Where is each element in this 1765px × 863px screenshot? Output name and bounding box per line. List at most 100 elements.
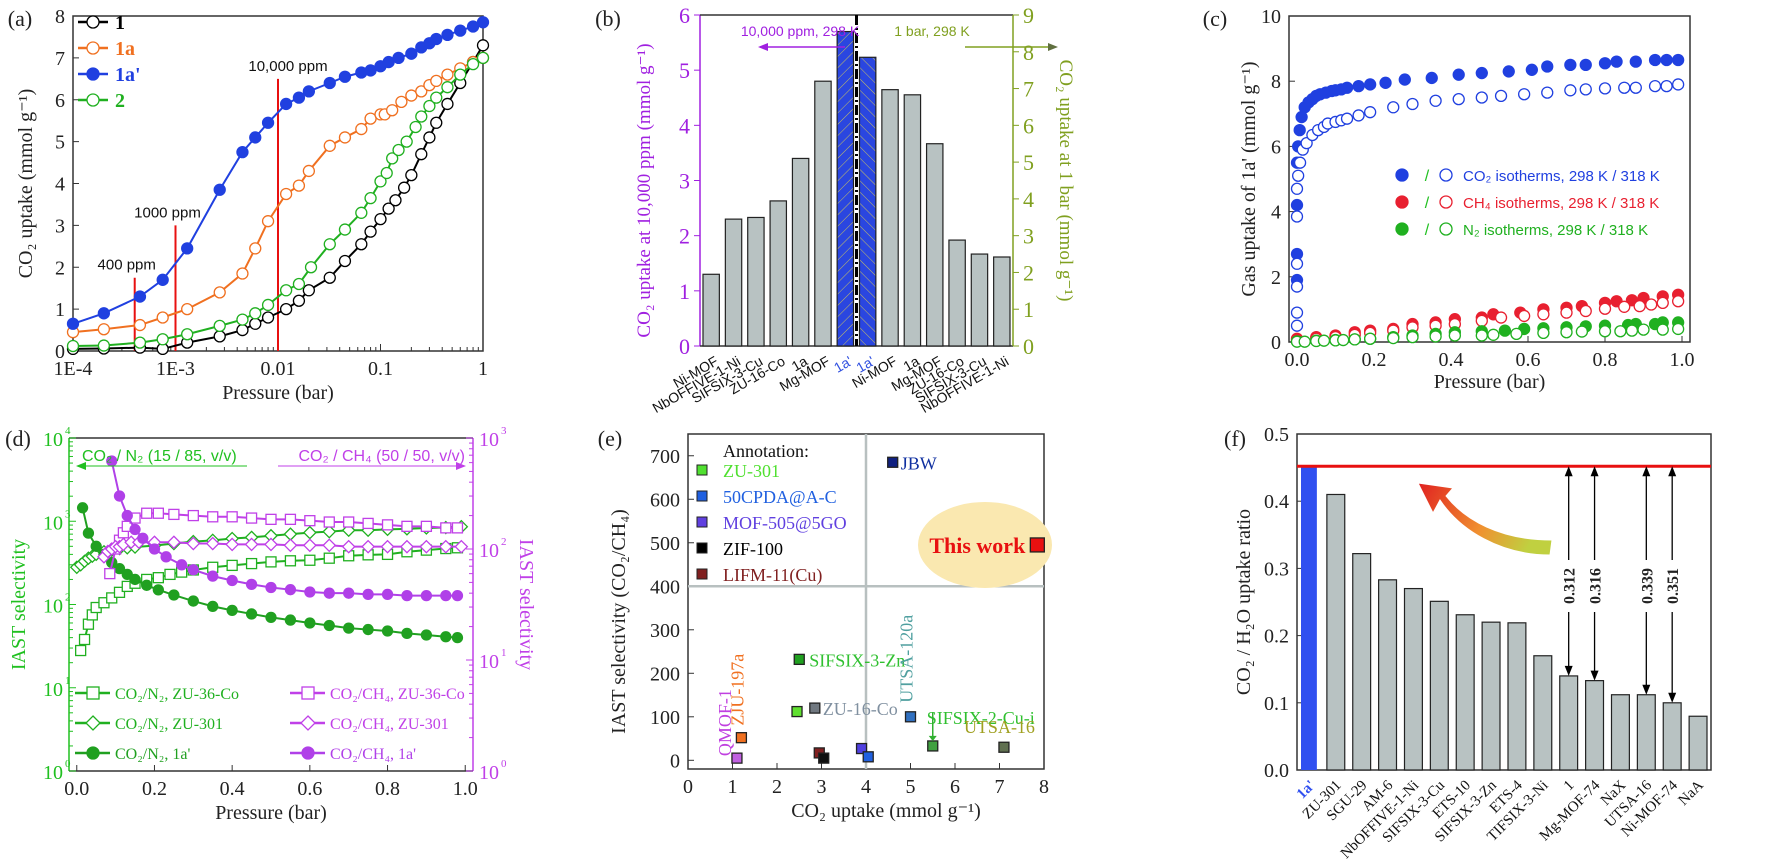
data-point-N2-318-K [1337, 333, 1350, 347]
data-point-CO2-298-K [1629, 55, 1642, 68]
data-point-1 [476, 39, 490, 52]
y-tick-label: 1 [55, 299, 65, 321]
data-point-CO2-318-K [1494, 89, 1508, 103]
x-tick-label: 0.6 [297, 778, 322, 800]
label-background [1585, 560, 1604, 612]
data-point-series-3 [362, 517, 374, 530]
legend-label: CH₄ isotherms, 298 K / 318 K [1463, 195, 1659, 212]
data-point-1 [355, 238, 368, 251]
data-point-1a [395, 95, 408, 108]
bar-Ni-MOF [881, 89, 899, 347]
data-point-CO2-318-K [1290, 182, 1304, 195]
data-point-series-2 [284, 614, 297, 626]
data-point-2 [441, 81, 454, 94]
data-point-CO2-318-K [1290, 280, 1304, 293]
data-point-series-4 [380, 539, 395, 554]
data-point-series-5 [148, 543, 161, 555]
right-y-axis-label: IAST selectivity [515, 539, 537, 670]
y-tick-label: 8 [55, 6, 65, 28]
data-point-CO2-318-K [1406, 97, 1419, 111]
left-y-tick-label: 10 [43, 679, 63, 701]
right-y-tick-label: 5 [1023, 150, 1034, 175]
data-point-series-3 [104, 567, 116, 580]
legend-marker [86, 15, 100, 29]
panel-label-b: (b) [595, 6, 621, 31]
legend-label: 50CPDA@A-C [723, 487, 837, 507]
y-tick-label: 500 [650, 533, 680, 555]
data-point-2 [415, 110, 428, 123]
data-point-series-3 [451, 522, 464, 534]
difference-label: 0.351 [1665, 568, 1682, 604]
data-point-CO2-318-K [1475, 91, 1488, 104]
legend-separator: / [1425, 222, 1430, 239]
y-tick-label: 4 [1271, 202, 1281, 224]
x-tick-label: 5 [906, 776, 916, 798]
bar-NbOFFIVE-1-Ni [1403, 587, 1423, 771]
data-point-CO2-318-K [1429, 94, 1442, 107]
data-point-1a' [66, 317, 80, 330]
data-point-2 [392, 143, 405, 157]
bar-Ni-MOF [702, 273, 720, 347]
data-point-series-5 [362, 588, 374, 601]
x-tick-label: 0.6 [1516, 349, 1541, 371]
data-point-series-4 [454, 539, 469, 554]
data-point-1 [441, 97, 454, 111]
x-tick-label: 3 [817, 776, 827, 798]
data-point-2 [423, 99, 436, 113]
x-tick-label: 6 [950, 776, 960, 798]
data-point-series-3 [381, 519, 394, 531]
bar-1a' [1301, 466, 1317, 770]
data-point-CH4-318-K [1598, 302, 1612, 315]
mixture-label-ch4: CO₂ / CH₄ (50 / 50, v/v) [298, 448, 465, 465]
data-point-series-5 [129, 523, 141, 536]
right-condition-label: 1 bar, 298 K [894, 23, 970, 39]
data-point-CO2-298-K [1610, 55, 1623, 68]
point-label: UTSA-16 [964, 717, 1035, 737]
data-point-SIFSIX-3-Zn [793, 653, 805, 666]
data-point-1 [364, 225, 377, 238]
data-point-CO2-298-K [1352, 79, 1365, 93]
bar-AM-6 [1378, 579, 1398, 771]
data-point-1a' [323, 76, 336, 90]
data-point-1 [213, 330, 226, 343]
data-point-2 [454, 68, 467, 81]
data-point-CO2-318-K [1564, 84, 1577, 97]
data-point-CO2-318-K [1290, 319, 1304, 332]
data-point-CO2-318-K [1352, 109, 1365, 122]
x-tick-label: 0.01 [261, 358, 296, 380]
bar-1 [1559, 675, 1579, 771]
data-point-series-4 [283, 538, 298, 553]
data-point-1a [181, 302, 194, 316]
data-point-ZU-16-Co [809, 702, 821, 714]
data-point-N2-318-K [1672, 322, 1685, 336]
data-point-2 [279, 284, 293, 297]
bar-SIFSIX-3-Cu [1429, 600, 1449, 771]
right-y-tick-label: 0 [1023, 334, 1034, 359]
data-point-2 [466, 58, 480, 71]
legend-marker [696, 464, 708, 476]
data-point-1a' [279, 97, 293, 111]
data-point-series-4 [186, 536, 201, 551]
data-point-CO2-298-K [1660, 53, 1673, 67]
data-point-series-2 [440, 631, 452, 643]
data-point-CO2-318-K [1629, 81, 1642, 94]
y-tick-label: 200 [650, 663, 680, 685]
legend-marker-open [1439, 222, 1453, 236]
data-point-CO2-298-K [1398, 73, 1411, 86]
data-point-series-4 [322, 538, 337, 553]
data-point-1a [249, 242, 262, 255]
category-label: NaA [1676, 777, 1707, 808]
y-axis-label: CO₂ uptake (mmol g⁻¹) [15, 89, 37, 279]
arrow-head-up [1564, 466, 1573, 477]
data-point-1 [292, 294, 306, 307]
y-tick-label: 600 [650, 489, 680, 511]
left-y-tick-label: 10 [43, 762, 63, 784]
data-point-N2-318-K [1406, 330, 1419, 344]
data-point-JBW [887, 456, 899, 468]
data-point-series-1 [283, 527, 298, 542]
data-point-1a [279, 187, 293, 201]
legend-separator: / [1425, 168, 1430, 185]
y-tick-label: 6 [1271, 136, 1281, 158]
left-y-tick-label: 6 [679, 3, 690, 28]
y-tick-label: 0.1 [1264, 693, 1289, 715]
